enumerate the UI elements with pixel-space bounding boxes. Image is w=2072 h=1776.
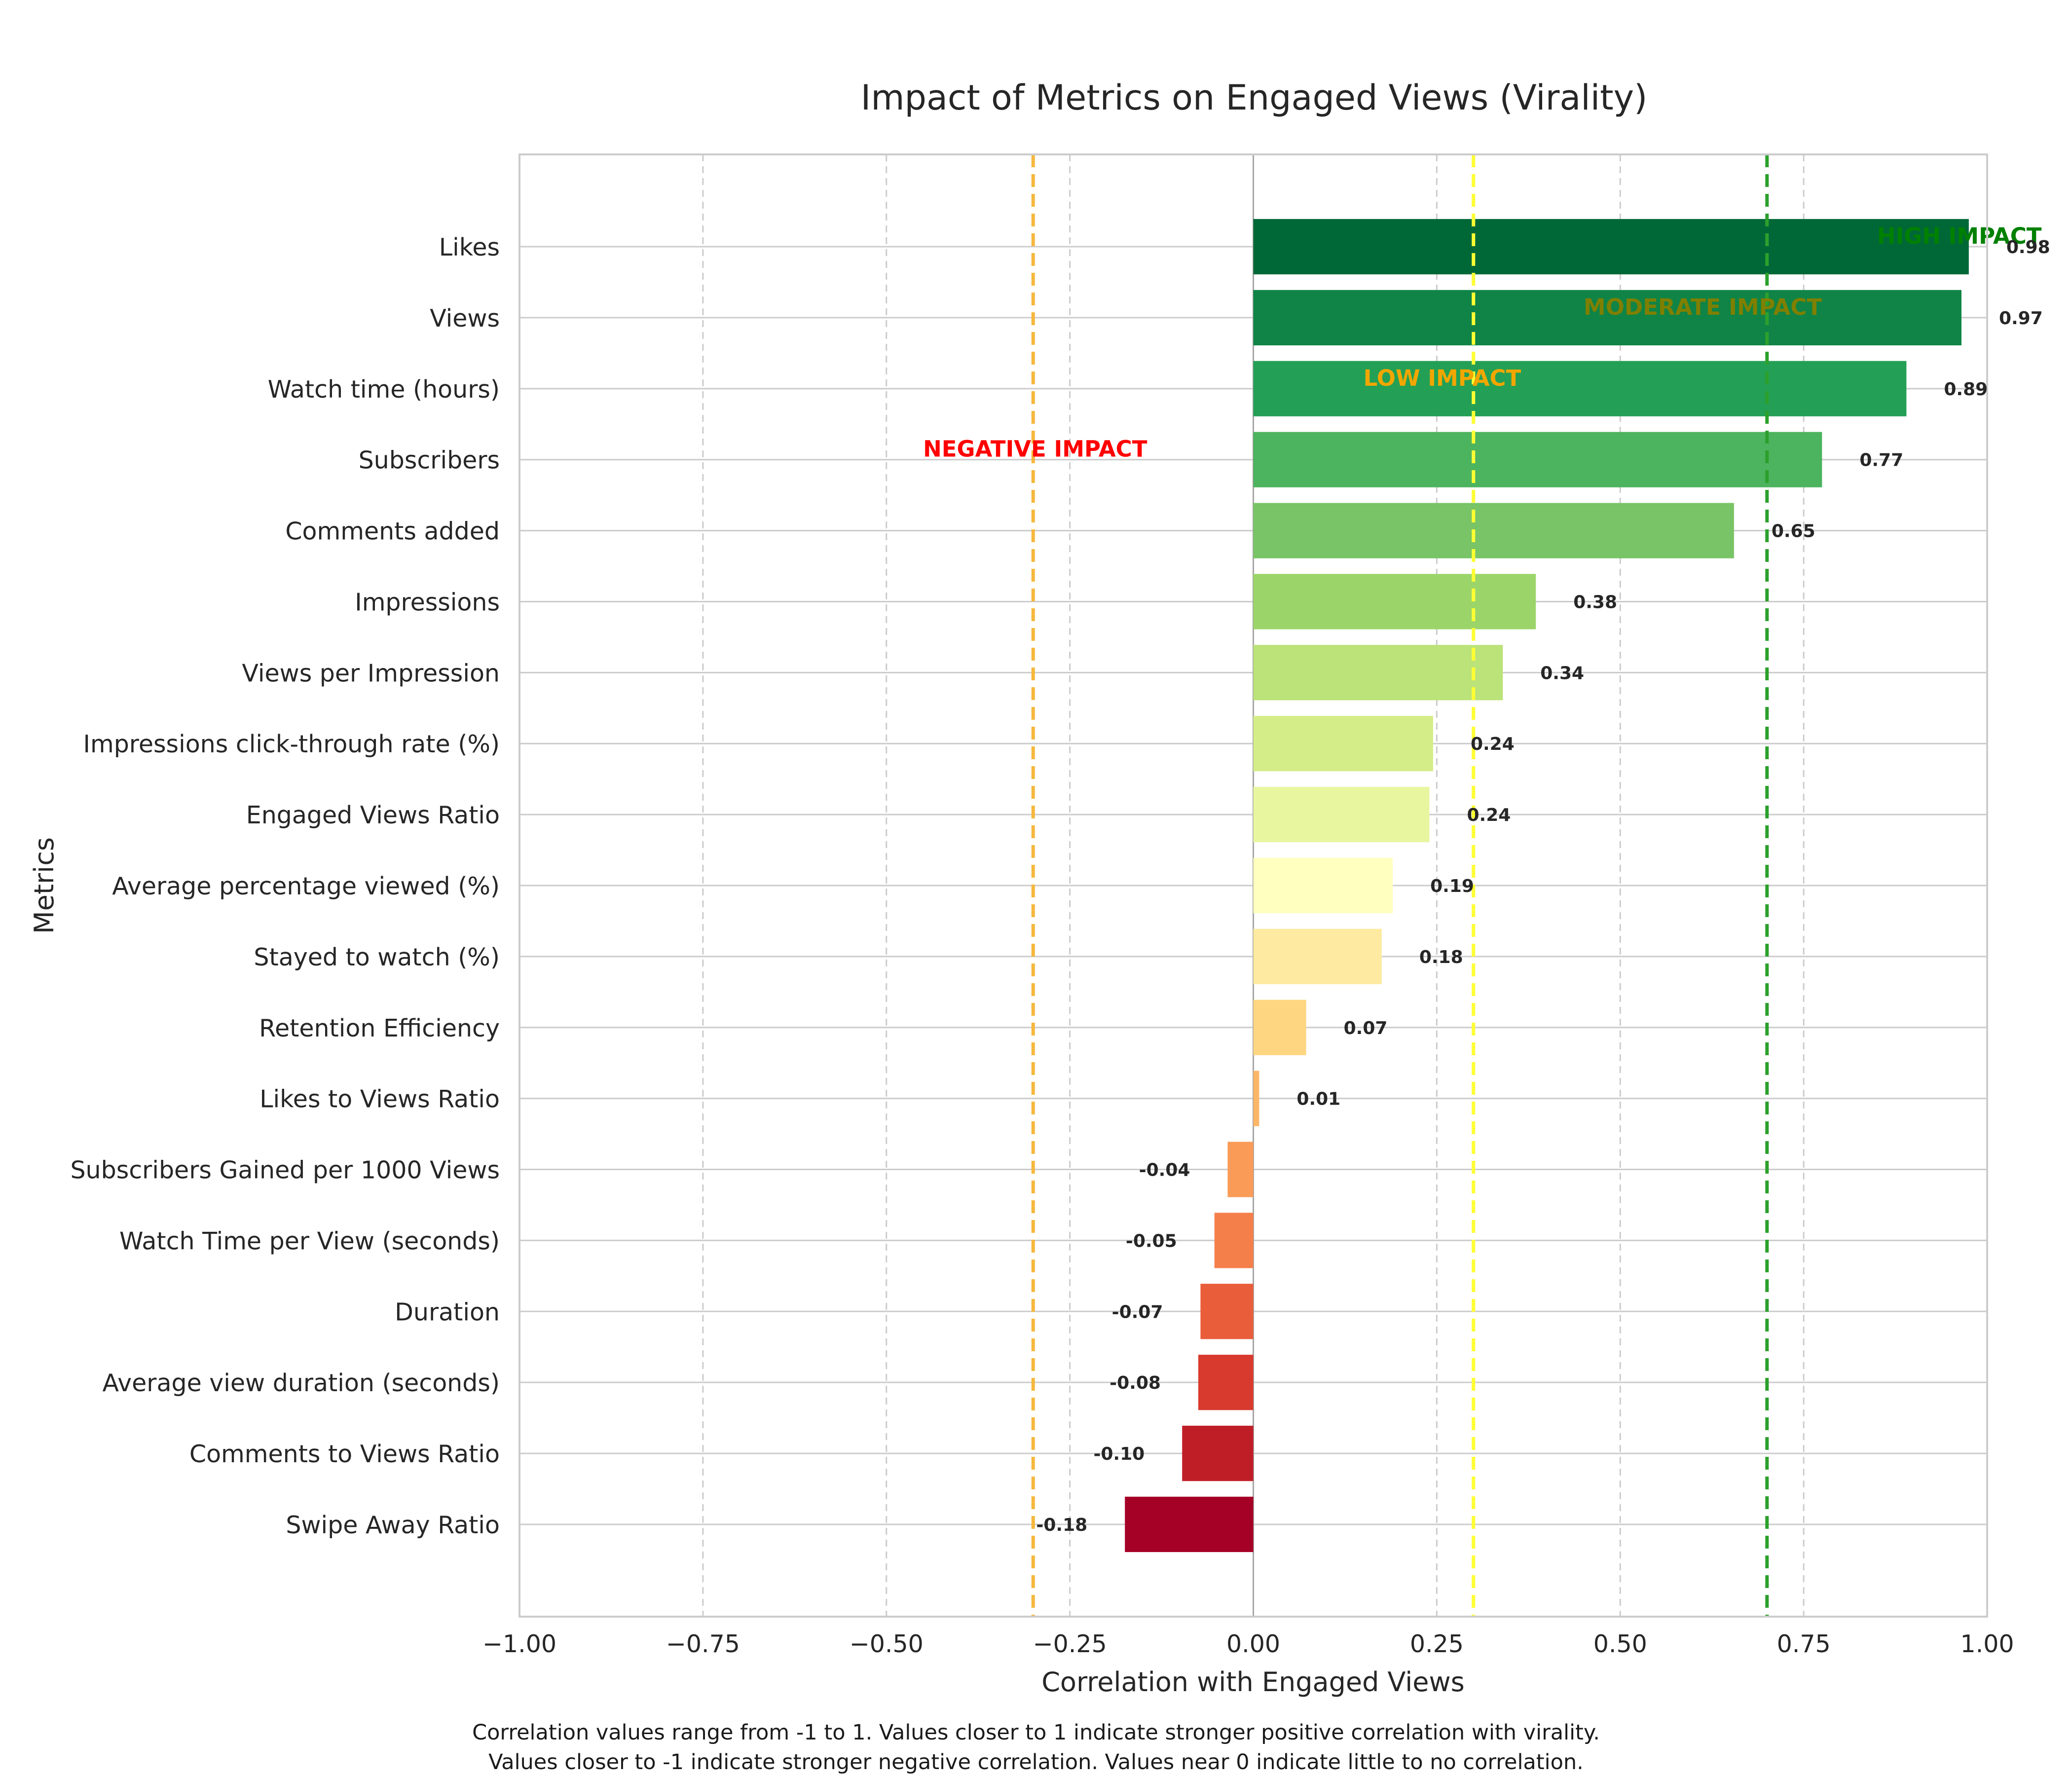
y-tick-label: Stayed to watch (%)	[254, 943, 500, 971]
bar	[1253, 857, 1393, 914]
y-tick-label: Impressions click-through rate (%)	[83, 730, 500, 758]
x-tick-label: 0.75	[1777, 1630, 1831, 1658]
caption-line-2: Values closer to -1 indicate stronger ne…	[488, 1750, 1584, 1775]
plot-frame	[518, 153, 1988, 1618]
y-tick-label: Engaged Views Ratio	[246, 801, 500, 829]
bar	[1198, 1355, 1254, 1410]
data-label: -0.08	[1110, 1373, 1161, 1393]
data-label: 0.89	[1944, 379, 1988, 400]
data-label: 0.97	[1999, 308, 2043, 329]
y-tick-label: Retention Efficiency	[259, 1014, 500, 1042]
impact-label: HIGH IMPACT	[1877, 223, 2042, 249]
data-label: 0.38	[1573, 592, 1617, 612]
bar	[1253, 999, 1306, 1055]
bar	[1253, 219, 1969, 275]
y-tick-label: Watch Time per View (seconds)	[119, 1227, 500, 1255]
labels: −1.00 −0.75 −0.50 −0.25 0.00 0.25 0.50 0.75 1.00…	[70, 233, 2050, 1658]
y-tick-label: Views per Impression	[242, 659, 500, 687]
bar	[1253, 432, 1822, 487]
x-axis-label: Correlation with Engaged Views	[1041, 1666, 1465, 1698]
y-tick-label: Watch time (hours)	[268, 375, 500, 404]
bar	[1227, 1142, 1254, 1197]
data-label: -0.07	[1112, 1302, 1163, 1322]
data-label: 0.34	[1540, 663, 1584, 683]
data-label: -0.04	[1139, 1160, 1190, 1181]
y-tick-label: Impressions	[355, 588, 500, 616]
x-tick-label: −0.50	[850, 1630, 924, 1658]
x-tick-label: 0.00	[1226, 1630, 1280, 1658]
threshold-lines: HIGH IMPACT MODERATE IMPACT LOW IMPACT NEGA…	[923, 154, 2042, 1617]
y-axis-label: Metrics	[29, 837, 60, 934]
impact-label: NEGATIVE IMPACT	[923, 436, 1147, 462]
bar	[1253, 928, 1382, 984]
impact-label: LOW IMPACT	[1364, 365, 1521, 391]
caption-line-1: Correlation values range from -1 to 1. V…	[472, 1720, 1600, 1745]
bar	[1253, 503, 1734, 558]
data-label: 0.18	[1419, 947, 1463, 967]
x-tick-label: 1.00	[1960, 1630, 2014, 1658]
x-tick-label: −1.00	[482, 1630, 556, 1658]
data-label: 0.77	[1859, 450, 1903, 471]
data-label: 0.65	[1772, 521, 1815, 542]
data-label: -0.18	[1036, 1515, 1087, 1535]
data-label: 0.24	[1471, 734, 1515, 754]
bar	[1182, 1425, 1254, 1481]
bars	[1125, 219, 1969, 1553]
y-tick-label: Subscribers Gained per 1000 Views	[70, 1156, 500, 1184]
chart-title: Impact of Metrics on Engaged Views (Vira…	[861, 77, 1648, 118]
y-tick-label: Likes	[439, 233, 500, 261]
y-tick-label: Likes to Views Ratio	[259, 1085, 500, 1113]
y-tick-label: Duration	[395, 1298, 500, 1326]
x-tick-label: −0.75	[666, 1630, 740, 1658]
bar	[1200, 1284, 1254, 1339]
bar	[1253, 574, 1536, 629]
data-label: 0.01	[1296, 1089, 1340, 1110]
x-tick-label: 0.25	[1410, 1630, 1464, 1658]
x-tick-label: −0.25	[1033, 1630, 1107, 1658]
bar	[1214, 1213, 1254, 1268]
y-tick-label: Subscribers	[359, 446, 500, 475]
bar	[1253, 1071, 1259, 1126]
data-label: 0.98	[2006, 237, 2050, 258]
x-tick-label: 0.50	[1593, 1630, 1647, 1658]
bar	[1253, 361, 1907, 416]
y-tick-label: Comments added	[285, 518, 500, 546]
data-label: 0.19	[1430, 876, 1474, 896]
bar	[1253, 645, 1503, 701]
y-tick-label: Comments to Views Ratio	[189, 1440, 500, 1468]
y-tick-label: Average view duration (seconds)	[103, 1369, 500, 1397]
data-label: -0.05	[1126, 1231, 1177, 1251]
data-label: 0.24	[1467, 805, 1511, 825]
y-tick-label: Views	[430, 304, 500, 333]
impact-label: MODERATE IMPACT	[1584, 294, 1822, 320]
bar	[1125, 1496, 1254, 1553]
y-tick-label: Average percentage viewed (%)	[112, 872, 500, 900]
data-label: -0.10	[1093, 1444, 1145, 1464]
bar	[1253, 290, 1961, 346]
bar	[1253, 787, 1430, 843]
bar	[1253, 716, 1433, 772]
data-label: 0.07	[1344, 1018, 1388, 1038]
y-tick-label: Swipe Away Ratio	[286, 1511, 500, 1539]
